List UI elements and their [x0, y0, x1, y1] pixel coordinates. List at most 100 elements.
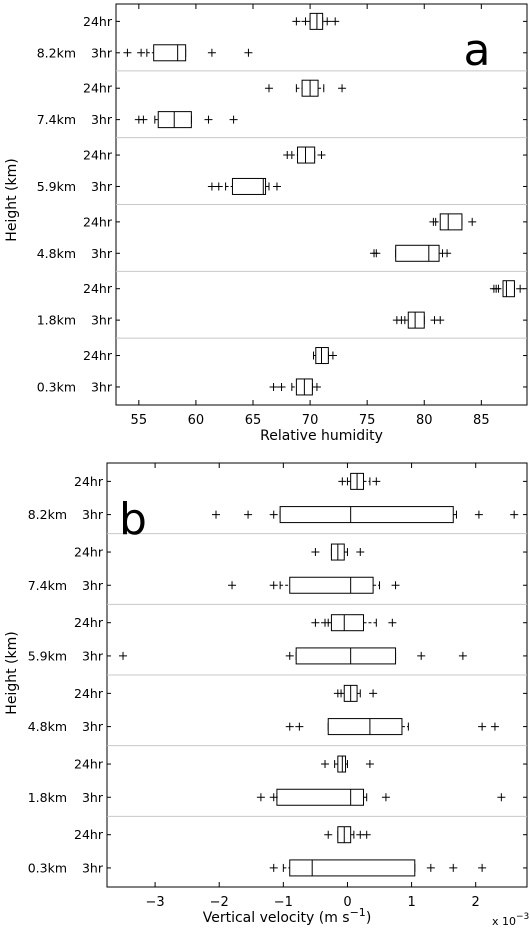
row-label-24hr: 24hr — [83, 348, 113, 363]
outlier-marker — [468, 217, 477, 226]
outlier-marker — [356, 548, 365, 557]
outlier-marker — [362, 830, 371, 839]
x-axis-title-tail: ) — [366, 910, 371, 926]
x-tick-label: −2 — [210, 895, 229, 910]
row-label-24hr: 24hr — [74, 545, 104, 560]
row-label-24hr: 24hr — [74, 686, 104, 701]
box — [337, 755, 347, 773]
outlier-marker — [139, 115, 148, 124]
outlier-marker — [269, 863, 278, 872]
x-tick-label: 85 — [473, 413, 490, 428]
outlier-marker — [429, 217, 438, 226]
outlier-marker — [372, 249, 381, 258]
outlier-marker — [331, 17, 340, 26]
box — [157, 111, 192, 129]
outlier-marker — [436, 316, 445, 325]
outlier-marker — [123, 48, 132, 57]
outlier-marker — [478, 863, 487, 872]
outlier-marker — [292, 17, 301, 26]
outlier-marker — [269, 510, 278, 519]
height-label: 5.9km — [37, 179, 76, 194]
height-label: 0.3km — [28, 860, 67, 875]
x-axis-title-sup: −1 — [350, 906, 366, 919]
box — [407, 311, 425, 329]
outlier-marker — [295, 722, 304, 731]
row-label-3hr: 3hr — [91, 112, 113, 127]
x-tick-label: 75 — [359, 413, 376, 428]
y-axis-title: Height (km) — [4, 158, 20, 241]
outlier-marker — [474, 510, 483, 519]
box — [297, 146, 316, 164]
row-label-3hr: 3hr — [82, 648, 104, 663]
outlier-marker — [497, 793, 506, 802]
outlier-marker — [338, 477, 347, 486]
box — [153, 44, 187, 62]
x-tick-label: 80 — [416, 413, 433, 428]
panel-label: b — [119, 494, 147, 545]
height-label: 4.8km — [37, 246, 76, 261]
outlier-marker — [207, 182, 216, 191]
outlier-marker — [312, 382, 321, 391]
row-label-24hr: 24hr — [83, 81, 113, 96]
row-label-24hr: 24hr — [83, 281, 113, 296]
outlier-marker — [321, 760, 330, 769]
row-label-3hr: 3hr — [91, 246, 113, 261]
outlier-marker — [207, 48, 216, 57]
outlier-marker — [323, 17, 332, 26]
row-label-24hr: 24hr — [74, 757, 104, 772]
box — [439, 213, 463, 231]
x-axis-title: Relative humidity — [260, 428, 383, 444]
axis-multiplier: x 10−3 — [492, 912, 529, 928]
outlier-marker — [283, 151, 292, 160]
outlier-marker — [324, 830, 333, 839]
height-label: 0.3km — [37, 379, 76, 394]
outlier-marker — [321, 618, 330, 627]
outlier-marker — [338, 84, 347, 93]
box — [315, 347, 329, 365]
box — [231, 177, 267, 195]
outlier-marker — [381, 793, 390, 802]
height-label: 8.2km — [28, 507, 67, 522]
outlier-marker — [285, 651, 294, 660]
outlier-marker — [333, 689, 342, 698]
box — [295, 647, 397, 665]
box — [289, 859, 416, 877]
row-label-3hr: 3hr — [82, 790, 104, 805]
outlier-marker — [228, 581, 237, 590]
row-label-24hr: 24hr — [83, 148, 113, 163]
x-tick-label: 0 — [343, 895, 351, 910]
x-tick-label: 1 — [407, 895, 415, 910]
box — [279, 506, 454, 524]
x-tick-label: 70 — [302, 413, 319, 428]
row-label-24hr: 24hr — [83, 214, 113, 229]
row-label-3hr: 3hr — [91, 45, 113, 60]
outlier-marker — [510, 510, 519, 519]
height-label: 1.8km — [37, 313, 76, 328]
x-tick-label: −1 — [274, 895, 293, 910]
outlier-marker — [264, 84, 273, 93]
outlier-marker — [458, 651, 467, 660]
outlier-marker — [365, 760, 374, 769]
row-label-24hr: 24hr — [74, 474, 104, 489]
chart-panel-a: 55 60 65 70 75 80 85 24hr 3hr 8.2km 24hr 3hr 7.4km 24… — [4, 3, 528, 444]
axis-multiplier-base: x 10 — [492, 915, 516, 928]
height-label: 7.4km — [37, 112, 76, 127]
row-label-24hr: 24hr — [74, 827, 104, 842]
outlier-marker — [490, 722, 499, 731]
outlier-marker — [449, 863, 458, 872]
row-label-3hr: 3hr — [91, 313, 113, 328]
panel-label: a — [464, 25, 491, 76]
box — [309, 12, 324, 30]
outlier-marker — [272, 182, 281, 191]
row-label-3hr: 3hr — [82, 578, 104, 593]
row-label-24hr: 24hr — [74, 615, 104, 630]
outlier-marker — [269, 793, 278, 802]
row-label-24hr: 24hr — [83, 14, 113, 29]
box — [395, 244, 440, 262]
x-axis-title: Vertical velocity (m s−1) — [203, 906, 372, 926]
outlier-marker — [426, 863, 435, 872]
outlier-marker — [417, 651, 426, 660]
height-label: 7.4km — [28, 578, 67, 593]
height-label: 8.2km — [37, 45, 76, 60]
outlier-marker — [311, 548, 320, 557]
